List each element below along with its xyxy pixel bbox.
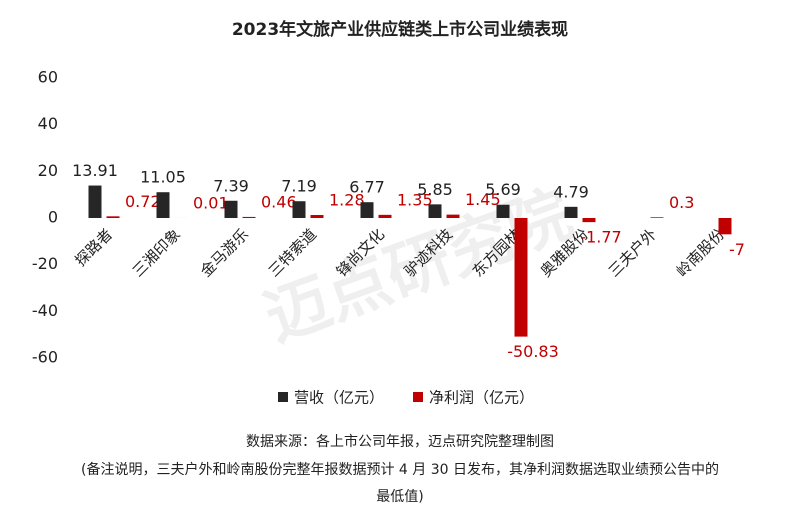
y-tick-label: -60 xyxy=(32,348,58,367)
bar xyxy=(582,218,596,223)
bar xyxy=(650,217,664,218)
bar xyxy=(496,204,510,218)
y-tick-label: 40 xyxy=(38,114,58,133)
bar xyxy=(446,214,460,218)
bar xyxy=(88,185,102,218)
data-label: 0.01 xyxy=(193,193,229,212)
bar xyxy=(360,202,374,218)
x-tick-label: 探路者 xyxy=(71,225,116,270)
data-label: -1.77 xyxy=(580,228,621,247)
data-label: 0.46 xyxy=(261,192,297,211)
bar xyxy=(428,204,442,218)
y-tick-label: 0 xyxy=(48,208,58,227)
data-label: 1.45 xyxy=(465,190,501,209)
data-label: 1.28 xyxy=(329,191,365,210)
bar xyxy=(242,216,256,218)
bar xyxy=(378,214,392,218)
data-label: 7.39 xyxy=(213,176,249,195)
bar xyxy=(514,218,528,337)
data-label: 7.19 xyxy=(281,177,317,196)
legend-swatch xyxy=(278,392,288,402)
bar xyxy=(224,200,238,218)
footnote: (备注说明，三夫户外和岭南股份完整年报数据预计 4 月 30 日发布，其净利润数… xyxy=(81,461,719,478)
bar xyxy=(564,206,578,218)
chart-title: 2023年文旅产业供应链类上市公司业绩表现 xyxy=(232,19,568,40)
data-label: -7 xyxy=(729,240,745,259)
legend-label: 营收（亿元） xyxy=(294,389,384,407)
legend-label: 净利润（亿元） xyxy=(429,389,534,407)
bar xyxy=(156,192,170,218)
data-label: 6.77 xyxy=(349,178,385,197)
x-tick-label: 金马游乐 xyxy=(197,225,252,280)
legend-swatch xyxy=(413,392,423,402)
footnote: 最低值) xyxy=(376,489,423,505)
bar xyxy=(310,215,324,218)
data-label: 11.05 xyxy=(140,168,186,187)
y-tick-label: 60 xyxy=(38,68,58,87)
data-label: -50.83 xyxy=(507,342,559,361)
x-tick-label: 三湘印象 xyxy=(129,225,184,280)
data-label: 13.91 xyxy=(72,161,118,180)
data-label: 0.3 xyxy=(669,193,694,212)
data-label: 5.85 xyxy=(417,180,453,199)
bar xyxy=(292,201,306,218)
bar xyxy=(106,216,120,218)
bar xyxy=(718,218,732,235)
y-tick-label: -20 xyxy=(32,254,58,273)
data-label: 4.79 xyxy=(553,182,589,201)
y-tick-label: 20 xyxy=(38,161,58,180)
data-label: 0.72 xyxy=(125,192,161,211)
data-label: 5.69 xyxy=(485,180,521,199)
source-note: 数据来源：各上市公司年报，迈点研究院整理制图 xyxy=(246,433,554,450)
data-label: 1.35 xyxy=(397,190,433,209)
y-tick-label: -40 xyxy=(32,301,58,320)
